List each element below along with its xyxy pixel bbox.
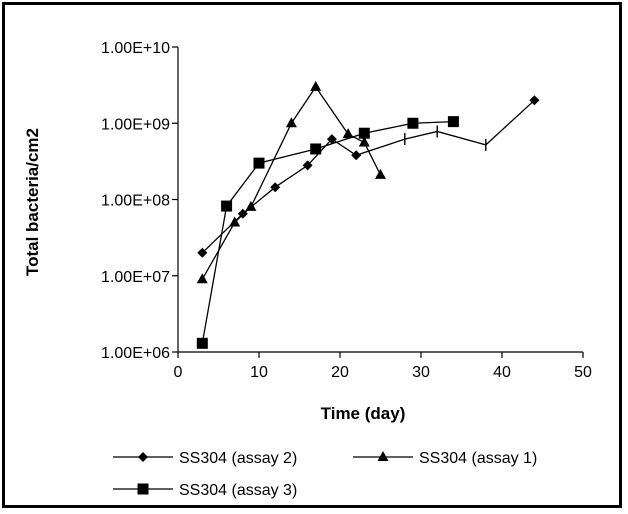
- chart-frame: 1.00E+06 1.00E+07 1.00E+08 1.00E+09 1.00E+10…: [2, 2, 622, 508]
- legend-entry: SS304 (assay 3): [113, 482, 297, 499]
- y-tick-label: 1.00E+08: [101, 193, 170, 210]
- triangle-marker: [285, 117, 297, 128]
- series-line: [201, 120, 454, 344]
- x-tick-label: 10: [250, 364, 268, 381]
- diamond-marker: [270, 182, 281, 193]
- legend-entry: SS304 (assay 1): [353, 450, 537, 467]
- triangle-marker: [310, 80, 322, 91]
- y-tick-label: 1.00E+09: [101, 116, 170, 133]
- x-tick-label: 20: [331, 364, 349, 381]
- x-tick-label: 50: [574, 364, 592, 381]
- series-3: [196, 116, 459, 349]
- legend-label: SS304 (assay 2): [179, 450, 297, 467]
- series-line: [201, 99, 535, 254]
- axes: 1.00E+06 1.00E+07 1.00E+08 1.00E+09 1.00E+10…: [101, 40, 592, 381]
- x-tick-label: 0: [174, 364, 183, 381]
- diamond-marker: [138, 452, 148, 462]
- triangle-marker: [375, 168, 386, 179]
- y-tick-label: 1.00E+06: [101, 345, 170, 362]
- series-2: [196, 80, 386, 284]
- diamond-marker: [302, 160, 313, 171]
- diamond-marker: [326, 134, 337, 145]
- triangle-marker: [377, 451, 389, 461]
- square-marker: [196, 337, 208, 349]
- diamond-marker: [529, 95, 540, 106]
- diamond-marker: [351, 150, 362, 161]
- legend-entry: SS304 (assay 2): [113, 450, 297, 467]
- y-axis-title: Total bacteria/cm2: [23, 128, 42, 276]
- chart: 1.00E+06 1.00E+07 1.00E+08 1.00E+09 1.00E+10…: [23, 40, 592, 499]
- legend-label: SS304 (assay 3): [179, 482, 297, 499]
- series-line: [201, 85, 382, 280]
- legend-label: SS304 (assay 1): [419, 450, 537, 467]
- triangle-marker: [358, 136, 370, 147]
- square-marker: [221, 200, 233, 212]
- diamond-marker: [197, 247, 208, 258]
- x-axis-title: Time (day): [321, 404, 406, 423]
- y-tick-label: 1.00E+07: [101, 269, 170, 286]
- square-marker: [407, 117, 419, 129]
- square-marker: [358, 127, 370, 139]
- square-marker: [137, 483, 149, 495]
- x-tick-label: 30: [412, 364, 430, 381]
- triangle-marker: [229, 216, 241, 227]
- series-layer: [196, 80, 540, 349]
- square-marker: [447, 116, 459, 128]
- square-marker: [253, 157, 265, 169]
- x-tick-label: 40: [493, 364, 511, 381]
- y-tick-label: 1.00E+10: [101, 40, 170, 57]
- series-1: [197, 95, 540, 258]
- triangle-marker: [196, 273, 208, 284]
- legend: SS304 (assay 2) SS304 (assay 1) SS304 (ass…: [113, 450, 537, 499]
- square-marker: [310, 143, 322, 155]
- triangle-marker: [245, 200, 257, 211]
- triangle-marker: [342, 128, 354, 139]
